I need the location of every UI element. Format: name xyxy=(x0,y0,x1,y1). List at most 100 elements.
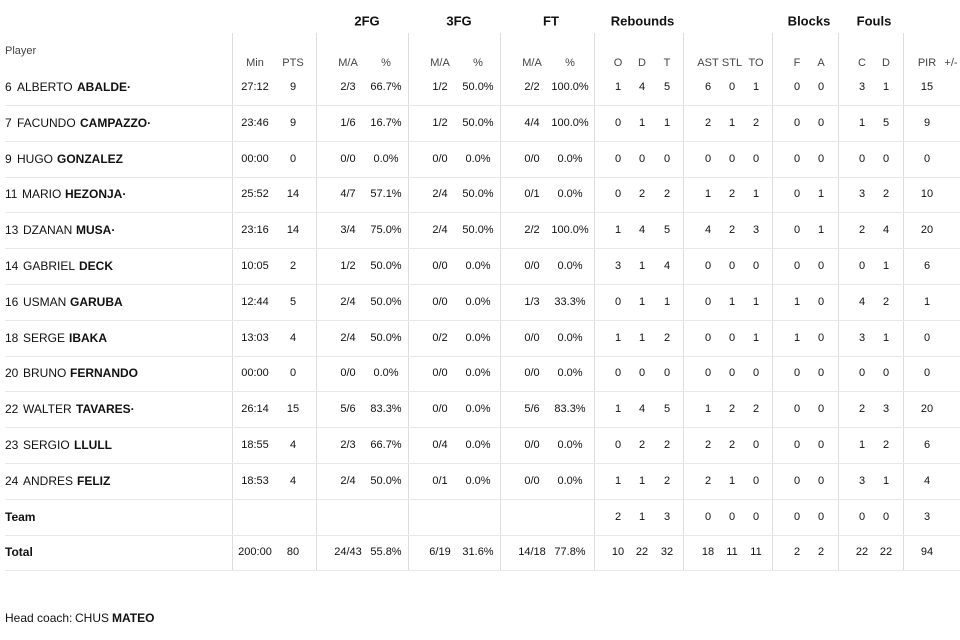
stat-cell: 23:46 xyxy=(241,116,269,129)
player-last-name: Team xyxy=(5,509,36,524)
player-number: 7 xyxy=(5,115,12,130)
stat-cell: 50.0% xyxy=(370,331,402,344)
player-last-name: GONZALEZ xyxy=(57,151,123,166)
stat-cell: 0 xyxy=(793,510,801,523)
stat-cell: 0 xyxy=(704,152,712,165)
stat-cell: 3 xyxy=(858,81,866,93)
stat-cell: 4 xyxy=(704,224,712,237)
stat-cell: 1 xyxy=(882,331,890,344)
stat-cell: 0 xyxy=(817,81,825,93)
stat-cell: 2 xyxy=(882,188,890,201)
column-header: T xyxy=(663,57,671,69)
stat-cell: 24/43 xyxy=(334,546,362,559)
stat-cell: 0/0 xyxy=(524,331,540,344)
stat-cell: 0 xyxy=(614,188,622,201)
stat-cell: 1 xyxy=(614,331,622,344)
column-divider xyxy=(408,33,409,570)
stat-cell: 0 xyxy=(793,403,801,416)
stat-cell: 1 xyxy=(728,474,736,487)
stat-cell: 2 xyxy=(663,188,671,201)
stat-cell: 83.3% xyxy=(370,403,402,416)
stat-cell: 0 xyxy=(858,260,866,272)
player-number: 6 xyxy=(5,80,12,94)
row-separator xyxy=(5,140,960,142)
stat-cell: 0 xyxy=(614,116,622,129)
stat-cell: 6 xyxy=(923,439,931,451)
stat-cell: 2 xyxy=(638,439,646,451)
stat-cell: 0/0 xyxy=(524,439,540,451)
column-header: +/- xyxy=(944,57,958,69)
column-divider xyxy=(683,33,684,570)
stat-cell: 3 xyxy=(614,260,622,272)
stat-cell: 2/3 xyxy=(340,81,356,93)
stat-cell: 0 xyxy=(817,152,825,165)
player-first-name: USMAN xyxy=(23,294,67,309)
stat-cell: 0 xyxy=(817,510,825,523)
stat-cell: 12:44 xyxy=(241,295,269,308)
stat-cell: 1 xyxy=(817,224,825,237)
player-first-name: MARIO xyxy=(22,187,62,202)
stat-cell: 2/2 xyxy=(524,81,540,93)
player-number: 13 xyxy=(5,223,19,238)
row-separator xyxy=(5,105,960,106)
player-number: 18 xyxy=(5,330,19,345)
stat-cell: 0.0% xyxy=(557,439,583,451)
stat-cell: 0.0% xyxy=(557,367,583,380)
stat-cell: 2 xyxy=(858,224,866,237)
stat-cell: 2 xyxy=(704,474,712,487)
stat-cell: 0/0 xyxy=(432,403,448,416)
stat-cell: 6 xyxy=(704,81,712,93)
stat-cell: 0 xyxy=(638,152,646,165)
stat-cell: 20 xyxy=(920,224,934,237)
stat-cell: 0.0% xyxy=(557,331,583,344)
stat-cell: 4/4 xyxy=(524,116,540,129)
stat-cell: 1 xyxy=(704,403,712,416)
stat-cell: 0/0 xyxy=(524,367,540,380)
stat-cell: 2 xyxy=(728,439,736,451)
stat-cell: 0 xyxy=(638,367,646,380)
column-divider xyxy=(903,33,904,570)
player-first-name: SERGE xyxy=(23,330,66,345)
stat-cell: 0/0 xyxy=(432,367,448,380)
stat-cell: 10 xyxy=(920,188,934,201)
stat-cell: 2 xyxy=(663,474,671,487)
stat-cell: 0 xyxy=(793,260,801,272)
stat-cell: 1 xyxy=(882,474,890,487)
stat-cell: 0 xyxy=(614,367,622,380)
stat-cell: 5 xyxy=(663,81,671,93)
player-number: 11 xyxy=(5,187,18,202)
stat-cell: 200:00 xyxy=(238,546,272,559)
stat-cell: 2 xyxy=(704,116,712,129)
stat-cell: 22 xyxy=(855,546,869,559)
stat-cell: 18 xyxy=(701,546,715,559)
stat-cell: 0 xyxy=(793,439,801,451)
stat-cell: 4 xyxy=(882,224,890,237)
group-header: Blocks xyxy=(787,13,831,29)
stat-cell: 100.0% xyxy=(551,81,589,93)
stat-cell: 0 xyxy=(289,367,297,380)
stat-cell: 0 xyxy=(923,331,931,344)
stat-cell: 1 xyxy=(638,510,646,523)
stat-cell: 0 xyxy=(704,367,712,380)
stat-cell: 0 xyxy=(704,295,712,308)
column-header: % xyxy=(565,57,575,69)
stat-cell: 11 xyxy=(750,546,762,559)
column-header: C xyxy=(858,57,866,69)
stat-cell: 55.8% xyxy=(370,546,402,559)
stat-cell: 3 xyxy=(858,474,866,487)
stat-cell: 18:55 xyxy=(241,439,269,451)
player-first-name: WALTER xyxy=(23,402,72,417)
stat-cell: 0 xyxy=(817,439,825,451)
stat-cell: 0 xyxy=(817,403,825,416)
stat-cell: 3 xyxy=(663,510,671,523)
stat-cell: 14 xyxy=(286,188,300,201)
stat-cell: 0.0% xyxy=(465,474,491,487)
stat-cell: 50.0% xyxy=(462,188,494,201)
player-number: 9 xyxy=(5,151,12,166)
stat-cell: 0 xyxy=(817,331,825,344)
stat-cell: 9 xyxy=(289,81,297,93)
stat-cell: 0 xyxy=(663,367,671,380)
stat-cell: 2/2 xyxy=(524,224,540,237)
stat-cell: 0 xyxy=(728,81,736,93)
stat-cell: 4/7 xyxy=(340,188,356,201)
